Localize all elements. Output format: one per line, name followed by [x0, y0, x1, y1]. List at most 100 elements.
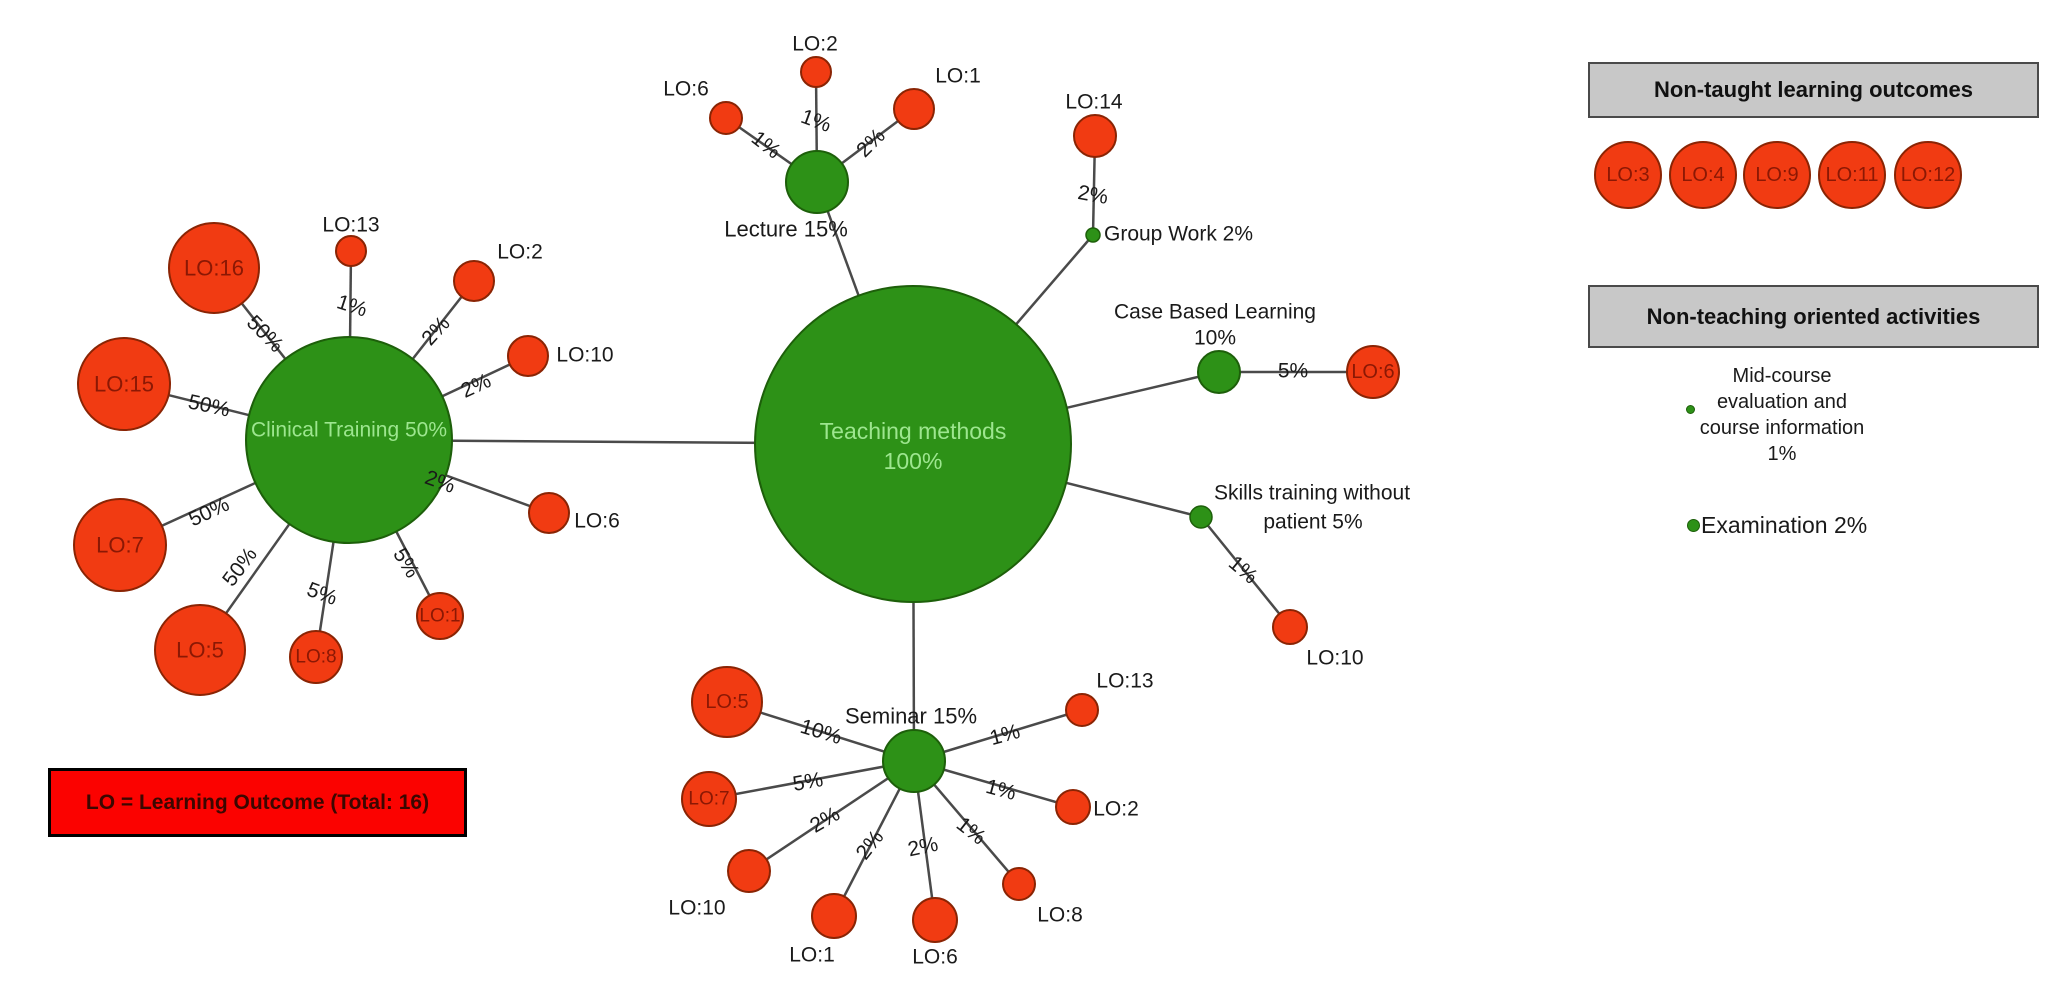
node-lecture [785, 150, 849, 214]
outside-label-5: Group Work 2% [1104, 223, 1253, 246]
node-seminar-lo2 [1055, 789, 1091, 825]
node-teaching-methods [754, 285, 1072, 603]
outside-label-7: 10% [1194, 327, 1236, 350]
percent-label-2: 2% [852, 124, 890, 162]
node-clinical-lo13 [335, 235, 367, 267]
outside-label-14: LO:6 [574, 510, 620, 533]
node-clinical-lo10 [507, 335, 549, 377]
outside-label-9: patient 5% [1263, 511, 1362, 534]
edge-line-26 [748, 759, 915, 873]
node-clinical-lo6 [528, 492, 570, 534]
node-nontaught-lo12 [1894, 141, 1962, 209]
activity-midcourse-evaluation: Mid-course evaluation and course informa… [1699, 365, 1865, 465]
non-taught-title: Non-taught learning outcomes [1654, 77, 1973, 102]
node-seminar-lo6 [912, 897, 958, 943]
outside-label-12: LO:2 [497, 241, 543, 264]
node-label-clinical-lo8-0: LO:8 [295, 647, 336, 668]
outside-label-3: Lecture 15% [724, 217, 848, 242]
node-label-clinical-lo7-0: LO:7 [96, 533, 144, 558]
outside-label-10: LO:10 [1306, 647, 1363, 670]
outside-label-2: LO:1 [935, 65, 981, 88]
node-lecture-lo1 [893, 88, 935, 130]
percent-label-22: 2% [906, 833, 940, 862]
edge-line-11 [1200, 516, 1291, 628]
outside-label-11: LO:13 [322, 214, 379, 237]
outside-label-13: LO:10 [556, 344, 613, 367]
outside-label-19: LO:1 [789, 944, 835, 967]
percent-label-7: 1% [334, 290, 370, 321]
percent-label-20: 2% [806, 802, 844, 837]
percent-label-12: 50% [185, 493, 233, 532]
outside-label-8: Skills training without [1214, 482, 1410, 505]
outside-label-1: LO:2 [792, 33, 838, 56]
node-label-cbl-lo6-0: LO:6 [1351, 361, 1394, 383]
outside-label-18: LO:10 [668, 897, 725, 920]
node-nontaught-lo4 [1669, 141, 1737, 209]
outside-label-0: LO:6 [663, 78, 709, 101]
node-label-teaching-methods-0: Teaching methods [820, 418, 1007, 444]
node-seminar-lo5 [691, 666, 763, 738]
node-label-clinical-lo15-0: LO:15 [94, 372, 154, 397]
node-clinical-training [245, 336, 453, 544]
node-label-nontaught-lo3-0: LO:3 [1606, 164, 1649, 186]
percent-label-21: 2% [852, 826, 889, 864]
non-taught-panel-header: Non-taught learning outcomes [1588, 62, 2039, 118]
percent-label-18: 5% [791, 768, 825, 796]
node-label-seminar-lo5-0: LO:5 [705, 691, 748, 713]
percent-label-0: 1% [747, 127, 785, 164]
lo-legend-note: LO = Learning Outcome (Total: 16) [48, 768, 467, 837]
node-label-clinical-training-0: Clinical Training 50% [251, 419, 447, 442]
percent-label-10: 50% [186, 390, 232, 421]
percent-label-3: 2% [1076, 181, 1110, 209]
outside-label-4: LO:14 [1065, 91, 1123, 114]
node-seminar [882, 729, 946, 793]
node-lecture-lo6 [709, 101, 743, 135]
edge-line-24 [708, 759, 915, 801]
node-clinical-lo1 [416, 592, 464, 640]
node-seminar-lo7 [681, 771, 737, 827]
activity-examination: Examination 2% [1701, 512, 1868, 538]
node-label-teaching-methods-1: 100% [884, 448, 943, 474]
node-label-nontaught-lo4-0: LO:4 [1681, 164, 1724, 186]
non-teaching-panel-header: Non-teaching oriented activities [1588, 285, 2039, 348]
percent-label-19: 1% [983, 775, 1018, 805]
node-label-nontaught-lo11-0: LO:11 [1826, 164, 1879, 186]
node-skills-lo10 [1272, 609, 1308, 645]
non-teaching-title: Non-teaching oriented activities [1646, 303, 1981, 329]
examination-dot-icon [1687, 519, 1700, 532]
node-groupwork-lo14 [1073, 114, 1117, 158]
node-nontaught-lo9 [1743, 141, 1811, 209]
outside-label-20: LO:6 [912, 946, 958, 969]
node-label-seminar-lo7-0: LO:7 [688, 789, 729, 810]
node-skills-training-dot [1189, 505, 1213, 529]
percent-label-4: 5% [1278, 360, 1308, 383]
percent-label-13: 50% [218, 543, 262, 590]
outside-label-21: LO:8 [1037, 904, 1083, 927]
node-seminar-lo13 [1065, 693, 1099, 727]
percent-label-1: 1% [798, 105, 834, 137]
percent-label-16: 10% [798, 715, 845, 749]
node-seminar-lo1 [811, 893, 857, 939]
midcourse-dot-icon [1686, 405, 1695, 414]
node-label-clinical-lo5-0: LO:5 [176, 638, 224, 663]
outside-label-15: Seminar 15% [845, 704, 977, 729]
node-clinical-lo8 [289, 630, 343, 684]
node-cbl-lo6 [1346, 345, 1400, 399]
node-nontaught-lo3 [1594, 141, 1662, 209]
node-case-based-learning [1197, 350, 1241, 394]
node-label-clinical-lo1-0: LO:1 [419, 606, 460, 627]
node-label-nontaught-lo9-0: LO:9 [1755, 164, 1798, 186]
node-nontaught-lo11 [1818, 141, 1886, 209]
percent-label-14: 5% [304, 578, 340, 610]
outside-label-17: LO:2 [1093, 798, 1139, 821]
node-group-work-dot [1085, 227, 1101, 243]
node-label-nontaught-lo12-0: LO:12 [1901, 164, 1955, 186]
node-lecture-lo2 [800, 56, 832, 88]
node-clinical-lo5 [154, 604, 246, 696]
node-seminar-lo10 [727, 849, 771, 893]
percent-label-6: 50% [242, 311, 288, 357]
node-clinical-lo7 [73, 498, 167, 592]
percent-label-17: 1% [987, 720, 1022, 750]
outside-label-6: Case Based Learning [1114, 301, 1316, 324]
